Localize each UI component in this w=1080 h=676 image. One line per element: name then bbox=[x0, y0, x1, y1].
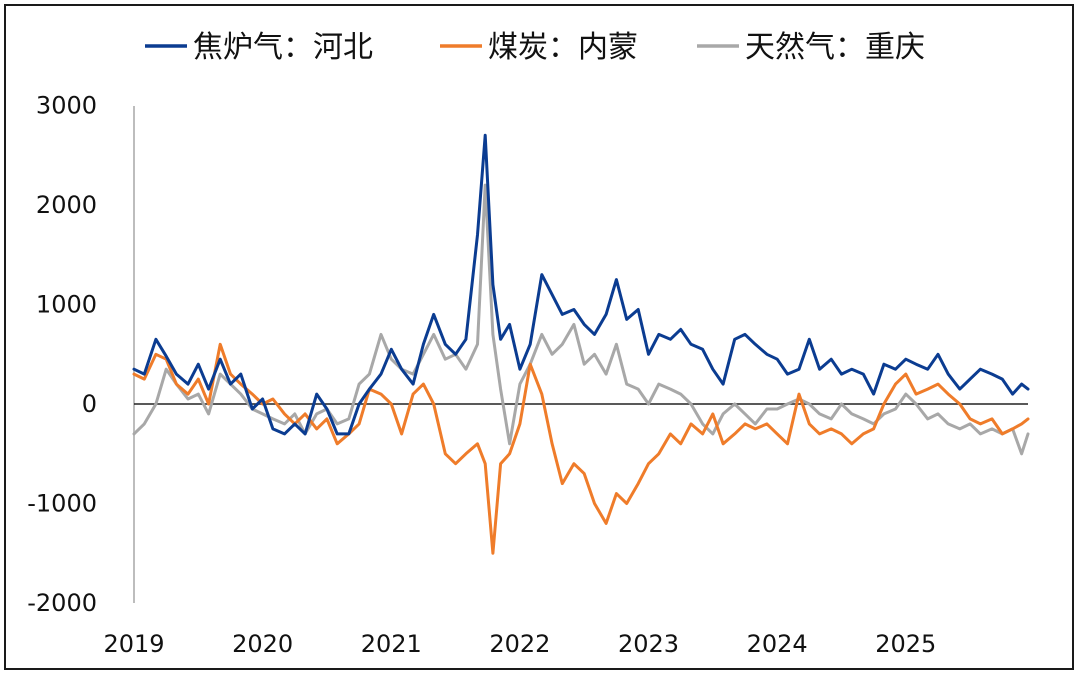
legend: 焦炉气：河北 煤炭：内蒙 天然气：重庆 bbox=[145, 30, 925, 65]
y-tick-label: 3000 bbox=[36, 92, 97, 120]
x-tick-label: 2023 bbox=[618, 630, 679, 658]
legend-item-2: 天然气：重庆 bbox=[697, 30, 925, 65]
plot-area bbox=[132, 133, 1030, 555]
y-tick-label: 0 bbox=[82, 390, 97, 418]
y-tick-label: -1000 bbox=[27, 490, 97, 518]
legend-label: 煤炭：内蒙 bbox=[488, 30, 638, 65]
y-tick-label: -2000 bbox=[27, 589, 97, 617]
legend-item-0: 焦炉气：河北 bbox=[145, 30, 373, 65]
x-tick-label: 2025 bbox=[875, 630, 936, 658]
x-tick-label: 2021 bbox=[361, 630, 422, 658]
series-line-1 bbox=[132, 342, 1030, 555]
legend-label: 焦炉气：河北 bbox=[193, 30, 373, 65]
series-line-2 bbox=[132, 183, 1030, 456]
y-tick-label: 2000 bbox=[36, 191, 97, 219]
series-line-0 bbox=[132, 133, 1030, 436]
legend-label: 天然气：重庆 bbox=[745, 30, 925, 65]
legend-item-1: 煤炭：内蒙 bbox=[440, 30, 638, 65]
y-tick-label: 1000 bbox=[36, 291, 97, 319]
x-tick-label: 2019 bbox=[103, 630, 164, 658]
x-tick-label: 2024 bbox=[747, 630, 808, 658]
x-tick-label: 2022 bbox=[489, 630, 550, 658]
chart-frame: 焦炉气：河北 煤炭：内蒙 天然气：重庆 3000 2000 1000 0 -1000 -200… bbox=[4, 4, 1074, 670]
x-tick-label: 2020 bbox=[232, 630, 293, 658]
line-chart: 焦炉气：河北 煤炭：内蒙 天然气：重庆 3000 2000 1000 0 -1000 -200… bbox=[27, 30, 1030, 658]
